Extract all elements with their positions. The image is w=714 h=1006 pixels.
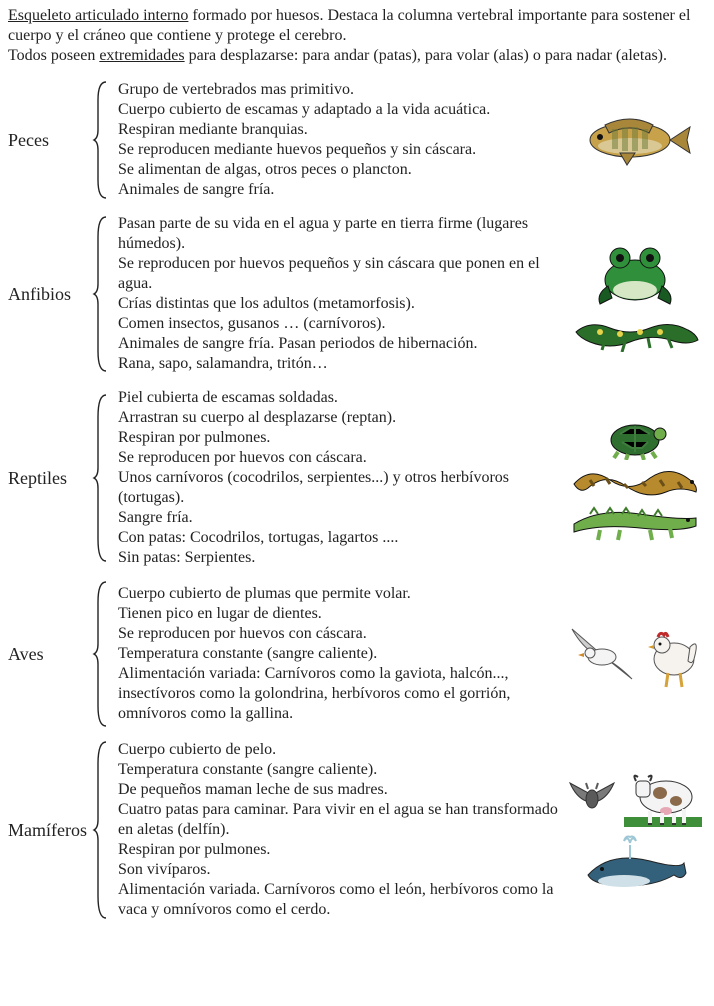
brace-icon xyxy=(92,580,108,728)
label-mamiferos: Mamíferos xyxy=(8,819,92,842)
fish-icon xyxy=(575,109,695,171)
images-reptiles xyxy=(564,412,706,544)
desc-line: Alimentación variada. Carnívoros como el… xyxy=(118,881,553,918)
desc-anfibios: Pasan parte de su vida en el agua y part… xyxy=(108,212,564,376)
desc-line: Cuatro patas para caminar. Para vivir en… xyxy=(118,801,558,838)
brace-icon xyxy=(92,393,108,563)
images-peces xyxy=(564,109,706,171)
snake-icon xyxy=(570,462,700,496)
desc-line: Crías distintas que los adultos (metamor… xyxy=(118,295,415,312)
desc-line: Arrastran su cuerpo al desplazarse (rept… xyxy=(118,409,396,426)
desc-line: Se reproducen mediante huevos pequeños y… xyxy=(118,141,476,158)
section-aves: Aves Cuerpo cubierto de plumas que permi… xyxy=(8,580,706,728)
images-aves xyxy=(564,617,706,691)
desc-line: Rana, sapo, salamandra, tritón… xyxy=(118,355,328,372)
brace-reptiles xyxy=(92,393,108,563)
brace-mamiferos xyxy=(92,740,108,920)
section-peces: Peces Grupo de vertebrados mas primitivo… xyxy=(8,78,706,202)
brace-aves xyxy=(92,580,108,728)
section-anfibios: Anfibios Pasan parte de su vida en el ag… xyxy=(8,212,706,376)
desc-line: Comen insectos, gusanos … (carnívoros). xyxy=(118,315,386,332)
desc-peces: Grupo de vertebrados mas primitivo. Cuer… xyxy=(108,78,564,202)
desc-line: Con patas: Cocodrilos, tortugas, lagarto… xyxy=(118,529,398,546)
desc-line: Respiran mediante branquias. xyxy=(118,121,308,138)
desc-line: Animales de sangre fría. Pasan periodos … xyxy=(118,335,477,352)
desc-line: Sin patas: Serpientes. xyxy=(118,549,255,566)
desc-line: Respiran por pulmones. xyxy=(118,841,270,858)
desc-line: Pasan parte de su vida en el agua y part… xyxy=(118,215,528,252)
frog-icon xyxy=(590,236,680,308)
label-reptiles: Reptiles xyxy=(8,467,92,490)
label-aves: Aves xyxy=(8,643,92,666)
turtle-icon xyxy=(600,412,670,460)
desc-line: Respiran por pulmones. xyxy=(118,429,270,446)
desc-reptiles: Piel cubierta de escamas soldadas. Arras… xyxy=(108,386,564,570)
desc-line: Cuerpo cubierto de plumas que permite vo… xyxy=(118,585,411,602)
desc-line: Son vivíparos. xyxy=(118,861,210,878)
desc-line: Cuerpo cubierto de escamas y adaptado a … xyxy=(118,101,490,118)
desc-line: Se reproducen por huevos con cáscara. xyxy=(118,625,367,642)
bat-icon xyxy=(566,775,618,817)
images-anfibios xyxy=(564,236,706,352)
label-anfibios: Anfibios xyxy=(8,283,92,306)
desc-line: Temperatura constante (sangre caliente). xyxy=(118,645,377,662)
images-mamiferos xyxy=(564,761,706,899)
section-mamiferos: Mamíferos Cuerpo cubierto de pelo. Tempe… xyxy=(8,738,706,922)
desc-line: De pequeños maman leche de sus madres. xyxy=(118,781,388,798)
desc-line: Temperatura constante (sangre caliente). xyxy=(118,761,377,778)
desc-line: Grupo de vertebrados mas primitivo. xyxy=(118,81,354,98)
desc-line: Se reproducen por huevos con cáscara. xyxy=(118,449,367,466)
brace-icon xyxy=(92,215,108,373)
brace-icon xyxy=(92,80,108,200)
desc-line: Unos carnívoros (cocodrilos, serpientes.… xyxy=(118,469,509,506)
desc-mamiferos: Cuerpo cubierto de pelo. Temperatura con… xyxy=(108,738,564,922)
section-reptiles: Reptiles Piel cubierta de escamas soldad… xyxy=(8,386,706,570)
crocodile-icon xyxy=(570,498,700,544)
brace-peces xyxy=(92,80,108,200)
desc-aves: Cuerpo cubierto de plumas que permite vo… xyxy=(108,582,564,726)
hen-icon xyxy=(644,617,704,691)
desc-line: Se reproducen por huevos pequeños y sin … xyxy=(118,255,540,292)
desc-line: Cuerpo cubierto de pelo. xyxy=(118,741,276,758)
cow-icon xyxy=(622,761,704,831)
desc-line: Se alimentan de algas, otros peces o pla… xyxy=(118,161,412,178)
desc-line: Tienen pico en lugar de dientes. xyxy=(118,605,322,622)
gull-icon xyxy=(566,619,640,689)
brace-icon xyxy=(92,740,108,920)
brace-anfibios xyxy=(92,215,108,373)
desc-line: Animales de sangre fría. xyxy=(118,181,274,198)
label-peces: Peces xyxy=(8,129,92,152)
intro-block: Esqueleto articulado interno formado por… xyxy=(8,6,706,66)
desc-line: Alimentación variada: Carnívoros como la… xyxy=(118,665,510,722)
intro-underlined-1: Esqueleto articulado interno xyxy=(8,7,188,24)
desc-line: Piel cubierta de escamas soldadas. xyxy=(118,389,338,406)
whale-icon xyxy=(580,833,690,899)
intro-line2: Todos poseen extremidades para desplazar… xyxy=(8,47,667,64)
salamander-icon xyxy=(570,310,700,352)
desc-line: Sangre fría. xyxy=(118,509,193,526)
intro-line1: Esqueleto articulado interno formado por… xyxy=(8,7,690,44)
intro-underlined-2: extremidades xyxy=(99,47,184,64)
